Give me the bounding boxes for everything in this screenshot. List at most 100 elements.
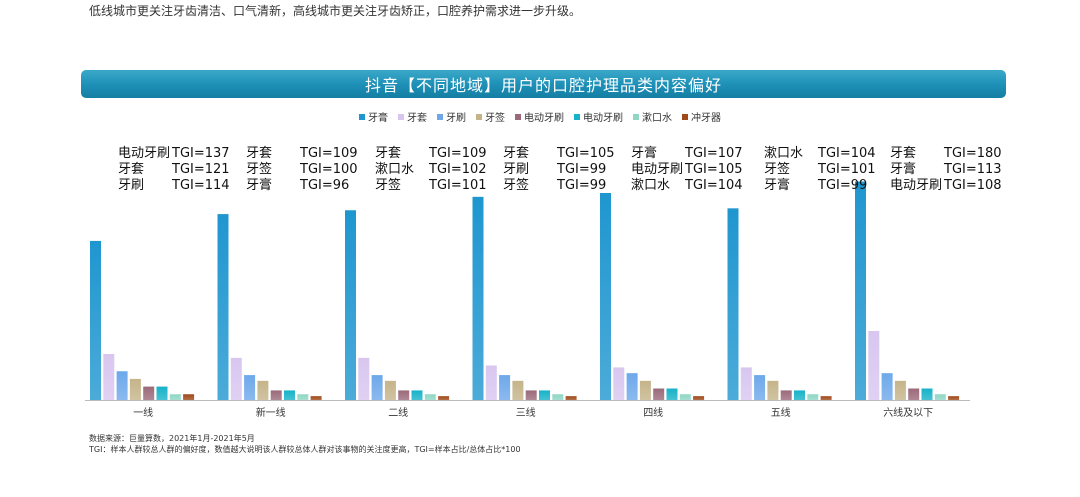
- legend-label-2: 牙刷: [446, 113, 466, 124]
- bar-0-4: [143, 386, 155, 400]
- legend-swatch-7: [682, 113, 688, 120]
- intro-text: 低线城市更关注牙齿清洁、口气清新，高线城市更关注牙齿矫正，口腔养护需求进一步升级…: [89, 4, 582, 18]
- bar-3-2: [499, 375, 511, 400]
- bar-2-0: [345, 210, 356, 400]
- annotation-row: 漱口水 TGI=104: [764, 146, 876, 162]
- annotation-row: 牙签 TGI=100: [246, 162, 358, 178]
- annotation-name: 牙膏: [764, 178, 791, 193]
- legend-label-0: 牙膏: [368, 113, 388, 124]
- annotation-row: 牙刷 TGI=99: [503, 162, 615, 178]
- bar-0-5: [156, 386, 168, 400]
- x-tick-label-0: 一线: [133, 406, 153, 419]
- bar-0-2: [116, 371, 128, 400]
- legend-item-3: 牙签: [476, 109, 505, 124]
- annotation-name: 漱口水: [631, 178, 671, 193]
- annotation-tgi: TGI=107: [685, 146, 743, 161]
- legend-label-4: 电动牙刷: [524, 113, 564, 124]
- bar-3-6: [552, 394, 564, 400]
- bar-4-6: [679, 394, 691, 400]
- legend-item-4: 电动牙刷: [515, 109, 564, 124]
- bar-6-7: [948, 396, 960, 400]
- annotation-tgi: TGI=101: [429, 178, 487, 193]
- bar-1-4: [270, 390, 282, 400]
- annotation-row: 牙签 TGI=101: [375, 178, 487, 194]
- legend-swatch-2: [437, 113, 443, 120]
- annotation-tgi: TGI=99: [557, 162, 607, 177]
- bar-4-3: [639, 380, 651, 400]
- bar-1-7: [310, 396, 322, 400]
- annotation-name: 牙膏: [890, 162, 917, 177]
- bar-2-3: [384, 380, 396, 400]
- legend-item-0: 牙膏: [359, 109, 388, 124]
- bar-2-6: [424, 394, 436, 400]
- bar-3-7: [565, 396, 577, 400]
- bar-6-4: [908, 388, 920, 400]
- x-tick-label-5: 五线: [771, 406, 791, 419]
- annotation-tgi: TGI=108: [944, 178, 1002, 193]
- annotation-name: 电动牙刷: [631, 162, 684, 177]
- annotation-group-4: 牙膏 TGI=107 电动牙刷 TGI=105 漱口水 TGI=104: [631, 146, 743, 194]
- annotation-name: 漱口水: [764, 146, 804, 161]
- bar-6-2: [881, 373, 893, 400]
- annotation-group-1: 牙套 TGI=109 牙签 TGI=100 牙膏 TGI=96: [246, 146, 358, 194]
- annotation-group-6: 牙套 TGI=180 牙膏 TGI=113 电动牙刷 TGI=108: [890, 146, 1002, 194]
- legend-label-5: 电动牙刷: [583, 113, 623, 124]
- annotation-tgi: TGI=100: [300, 162, 358, 177]
- x-tick-label-1: 新一线: [256, 406, 286, 419]
- bar-0-1: [103, 354, 115, 400]
- annotation-name: 牙套: [375, 146, 402, 161]
- annotation-tgi: TGI=99: [818, 178, 868, 193]
- annotation-group-0: 电动牙刷 TGI=137 牙套 TGI=121 牙刷 TGI=114: [118, 146, 230, 194]
- annotation-group-2: 牙套 TGI=109 漱口水 TGI=102 牙签 TGI=101: [375, 146, 487, 194]
- annotation-tgi: TGI=104: [818, 146, 876, 161]
- legend-label-3: 牙签: [485, 113, 505, 124]
- chart-legend: 牙膏 牙套 牙刷 牙签 电动牙刷 电动牙刷 漱口水 冲牙器: [0, 109, 1080, 124]
- bar-0-0: [90, 240, 101, 400]
- x-tick-label-4: 四线: [643, 406, 663, 419]
- annotation-name: 牙套: [890, 146, 917, 161]
- bar-5-0: [727, 208, 739, 400]
- legend-swatch-4: [515, 113, 521, 120]
- bar-2-5: [411, 390, 423, 400]
- bar-3-5: [539, 390, 550, 400]
- annotation-name: 牙套: [503, 146, 530, 161]
- bar-2-7: [438, 396, 450, 400]
- annotation-row: 牙膏 TGI=113: [890, 162, 1002, 178]
- annotation-row: 牙膏 TGI=107: [631, 146, 743, 162]
- annotation-tgi: TGI=99: [557, 178, 607, 193]
- annotation-tgi: TGI=101: [818, 162, 876, 177]
- bar-4-7: [693, 396, 705, 400]
- annotation-row: 漱口水 TGI=104: [631, 178, 743, 194]
- legend-swatch-5: [574, 113, 580, 120]
- annotation-tgi: TGI=104: [685, 178, 743, 193]
- legend-item-5: 电动牙刷: [574, 109, 623, 124]
- bar-1-5: [284, 390, 295, 400]
- bar-2-2: [371, 375, 383, 400]
- annotation-tgi: TGI=121: [172, 162, 230, 177]
- legend-label-1: 牙套: [407, 113, 427, 124]
- annotation-name: 电动牙刷: [890, 178, 943, 193]
- annotation-group-5: 漱口水 TGI=104 牙签 TGI=101 牙膏 TGI=99: [764, 146, 876, 194]
- annotation-tgi: TGI=96: [300, 178, 350, 193]
- legend-swatch-3: [476, 113, 482, 120]
- bar-3-3: [512, 380, 524, 400]
- annotation-tgi: TGI=105: [685, 162, 743, 177]
- annotation-name: 牙套: [118, 162, 145, 177]
- bar-1-0: [217, 214, 229, 400]
- annotation-tgi: TGI=137: [172, 146, 230, 161]
- bar-5-7: [820, 396, 832, 400]
- bar-6-3: [894, 380, 906, 400]
- bar-5-4: [780, 390, 792, 400]
- bar-4-5: [666, 388, 678, 400]
- legend-label-6: 漱口水: [642, 113, 672, 124]
- bar-5-6: [807, 394, 819, 400]
- bar-4-2: [626, 373, 638, 400]
- annotation-name: 牙套: [246, 146, 273, 161]
- bar-3-0: [472, 196, 484, 400]
- annotation-row: 牙套 TGI=109: [375, 146, 487, 162]
- annotation-tgi: TGI=113: [944, 162, 1002, 177]
- annotation-tgi: TGI=109: [429, 146, 487, 161]
- bar-4-0: [600, 193, 611, 400]
- annotation-row: 牙套 TGI=121: [118, 162, 230, 178]
